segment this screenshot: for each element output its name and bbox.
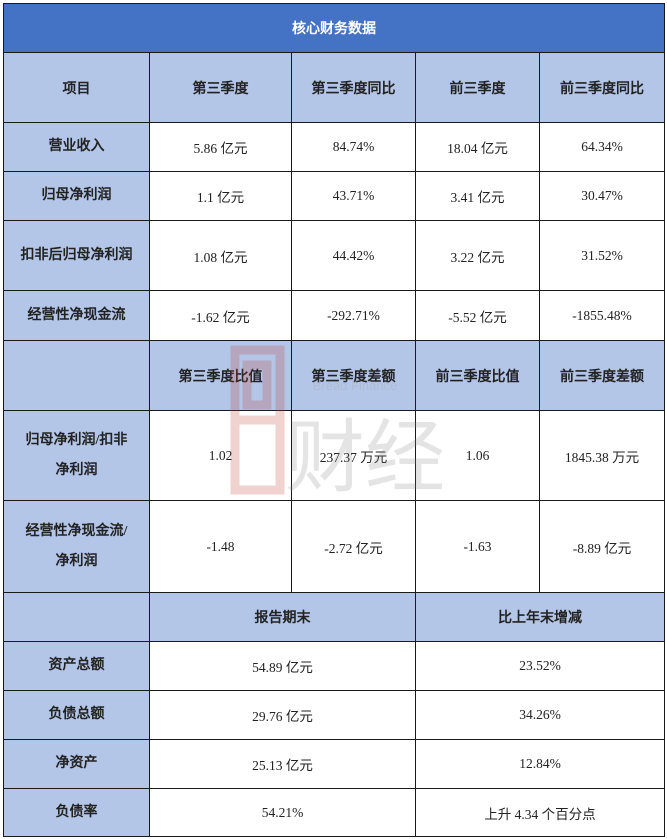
cell: 54.21% (149, 788, 416, 837)
table-row: 归母净利润 1.1 亿元 43.71% 3.41 亿元 30.47% (3, 171, 665, 221)
column-header (3, 340, 150, 411)
row-label: 归母净利润 (3, 171, 150, 221)
cell: -1.48 (149, 500, 292, 593)
table-row: 营业收入 5.86 亿元 84.74% 18.04 亿元 64.34% (3, 122, 665, 172)
cell: -292.71% (291, 290, 416, 341)
cell: 30.47% (539, 171, 665, 221)
cell: 25.13 亿元 (149, 739, 416, 789)
cell: 44.42% (291, 220, 416, 291)
table-row: 净资产 25.13 亿元 12.84% (3, 739, 665, 789)
cell: -5.52 亿元 (415, 290, 540, 341)
column-header: 第三季度同比 (291, 52, 416, 123)
header-row: 第三季度比值 第三季度差额 前三季度比值 前三季度差额 (3, 340, 665, 411)
header-row: 项目 第三季度 第三季度同比 前三季度 前三季度同比 (3, 52, 665, 123)
financial-data-table: 核心财务数据 项目 第三季度 第三季度同比 前三季度 前三季度同比 营业收入 5… (3, 3, 665, 837)
row-label: 资产总额 (3, 641, 150, 691)
cell: 1.06 (415, 410, 540, 501)
table-row: 经营性净现金流 -1.62 亿元 -292.71% -5.52 亿元 -1855… (3, 290, 665, 341)
row-label: 负债总额 (3, 690, 150, 740)
column-header: 第三季度 (149, 52, 292, 123)
row-label: 营业收入 (3, 122, 150, 172)
cell: 3.22 亿元 (415, 220, 540, 291)
column-header: 比上年末增减 (415, 592, 665, 642)
row-label: 净资产 (3, 739, 150, 789)
cell: 上升 4.34 个百分点 (415, 788, 665, 837)
column-header: 前三季度同比 (539, 52, 665, 123)
table-row: 扣非后归母净利润 1.08 亿元 44.42% 3.22 亿元 31.52% (3, 220, 665, 291)
column-header: 第三季度比值 (149, 340, 292, 411)
cell: 29.76 亿元 (149, 690, 416, 740)
cell: 34.26% (415, 690, 665, 740)
table-row: 负债率 54.21% 上升 4.34 个百分点 (3, 788, 665, 837)
row-label: 经营性净现金流/净利润 (3, 500, 150, 593)
header-row: 报告期末 比上年末增减 (3, 592, 665, 642)
cell: -8.89 亿元 (539, 500, 665, 593)
row-label: 扣非后归母净利润 (3, 220, 150, 291)
column-header: 前三季度差额 (539, 340, 665, 411)
table-row: 资产总额 54.89 亿元 23.52% (3, 641, 665, 691)
table-row: 负债总额 29.76 亿元 34.26% (3, 690, 665, 740)
cell: 43.71% (291, 171, 416, 221)
cell: 3.41 亿元 (415, 171, 540, 221)
column-header (3, 592, 150, 642)
cell: 1.02 (149, 410, 292, 501)
cell: -1.62 亿元 (149, 290, 292, 341)
cell: -1.63 (415, 500, 540, 593)
cell: -1855.48% (539, 290, 665, 341)
cell: 1.1 亿元 (149, 171, 292, 221)
cell: 64.34% (539, 122, 665, 172)
column-header: 项目 (3, 52, 150, 123)
row-label: 负债率 (3, 788, 150, 837)
column-header: 前三季度比值 (415, 340, 540, 411)
column-header: 报告期末 (149, 592, 416, 642)
cell: 23.52% (415, 641, 665, 691)
cell: 54.89 亿元 (149, 641, 416, 691)
table-row: 经营性净现金流/净利润 -1.48 -2.72 亿元 -1.63 -8.89 亿… (3, 500, 665, 593)
column-header: 第三季度差额 (291, 340, 416, 411)
cell: 5.86 亿元 (149, 122, 292, 172)
cell: -2.72 亿元 (291, 500, 416, 593)
row-label: 经营性净现金流 (3, 290, 150, 341)
cell: 31.52% (539, 220, 665, 291)
cell: 84.74% (291, 122, 416, 172)
column-header: 前三季度 (415, 52, 540, 123)
cell: 18.04 亿元 (415, 122, 540, 172)
cell: 1.08 亿元 (149, 220, 292, 291)
table-title: 核心财务数据 (3, 3, 665, 53)
row-label: 归母净利润/扣非净利润 (3, 410, 150, 501)
cell: 1845.38 万元 (539, 410, 665, 501)
cell: 237.37 万元 (291, 410, 416, 501)
table-row: 归母净利润/扣非净利润 1.02 237.37 万元 1.06 1845.38 … (3, 410, 665, 501)
cell: 12.84% (415, 739, 665, 789)
